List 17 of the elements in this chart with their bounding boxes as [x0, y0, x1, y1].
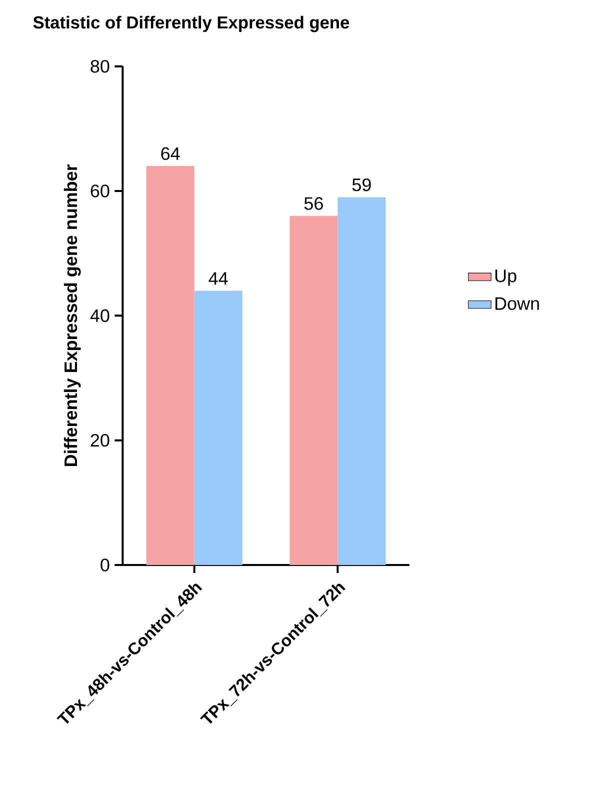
- legend-label: Up: [495, 270, 516, 286]
- y-tick-label: 20: [90, 434, 110, 447]
- bar: [338, 197, 386, 565]
- legend-label: Down: [496, 297, 539, 310]
- chart-title: Statistic of Differently Expressed gene: [33, 16, 350, 32]
- data-label: 56: [304, 197, 323, 210]
- bar: [290, 216, 338, 565]
- data-label: 64: [161, 147, 180, 160]
- bar: [194, 290, 242, 565]
- y-axis-title: Differently Expressed gene number: [64, 164, 81, 466]
- y-tick-label: 60: [90, 184, 110, 198]
- y-tick-label: 80: [90, 60, 110, 73]
- y-tick-label: 40: [90, 309, 110, 322]
- data-label: 44: [208, 272, 228, 285]
- y-tick-label: 0: [100, 558, 110, 572]
- data-label: 59: [352, 178, 371, 192]
- bar: [146, 166, 194, 565]
